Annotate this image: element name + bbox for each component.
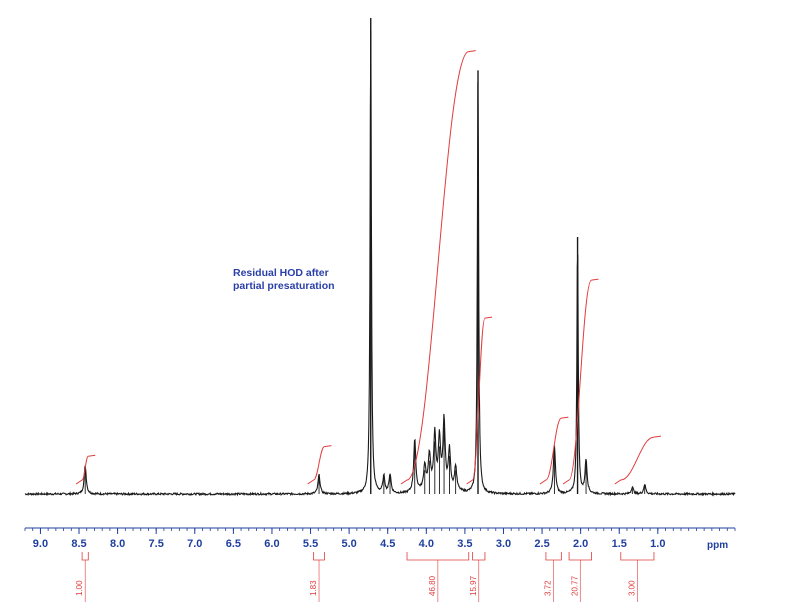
spectrum-layer	[24, 18, 736, 497]
x-tick-label: 2.5	[534, 538, 549, 550]
x-tick-label: 4.0	[419, 538, 434, 550]
integral-value-5: 20.77	[570, 575, 579, 596]
x-axis-unit: ppm	[707, 540, 728, 551]
integral-value-1: 1.83	[309, 580, 318, 596]
integral-bracket-0	[81, 552, 89, 561]
x-tick-label: 8.5	[71, 538, 86, 550]
integral-curve-3	[466, 316, 493, 485]
x-tick-label: 3.5	[457, 538, 472, 550]
annotation-line-1: Residual HOD after	[233, 267, 329, 279]
x-axis: 9.0 8.5 8.0 7.5 7.0 6.5 6.0 5.5 5.0 4.5 4.0 3.5 3.0 2…	[24, 527, 736, 551]
integral-bracket-3	[472, 552, 486, 561]
x-tick-label: 1.5	[612, 538, 627, 550]
x-tick-label: 2.0	[573, 538, 588, 550]
integral-value-3: 15.97	[469, 575, 478, 596]
x-tick-label: 7.0	[187, 538, 202, 550]
integral-curve-0	[75, 454, 96, 485]
integral-bracket-4	[545, 552, 562, 561]
integral-curve-2	[400, 50, 476, 485]
x-tick-label: 9.0	[33, 538, 48, 550]
x-tick-label: 5.5	[303, 538, 318, 550]
integral-value-6: 3.00	[627, 580, 636, 596]
annotation-line-2: partial presaturation	[233, 280, 335, 292]
integral-value-0: 1.00	[75, 580, 84, 596]
x-tick-label: 7.5	[149, 538, 164, 550]
integral-value-2: 46.80	[428, 575, 437, 596]
x-tick-label: 5.0	[341, 538, 356, 550]
integral-bracket-6	[620, 552, 655, 561]
integral-bracket-2	[406, 552, 470, 561]
x-tick-label: 6.5	[226, 538, 241, 550]
integral-layer: 1.00 1.83 46.80 15.97 3.72 20.77 3.00	[75, 50, 662, 602]
x-tick-label: 4.5	[380, 538, 395, 550]
integral-bracket-5	[568, 552, 592, 561]
integral-curve-4	[539, 416, 569, 485]
x-tick-label: 8.0	[110, 538, 125, 550]
integral-value-4: 3.72	[544, 580, 553, 596]
integral-curve-5	[562, 278, 599, 485]
x-tick-label: 1.0	[650, 538, 665, 550]
x-tick-label: 6.0	[264, 538, 279, 550]
integral-curve-6	[614, 435, 662, 485]
x-tick-label: 3.0	[496, 538, 511, 550]
integral-bracket-1	[313, 552, 325, 561]
integral-curve-1	[307, 445, 332, 485]
spectrum-trace	[24, 30, 736, 497]
